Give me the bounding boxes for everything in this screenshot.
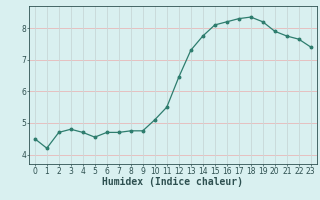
X-axis label: Humidex (Indice chaleur): Humidex (Indice chaleur) — [102, 177, 243, 187]
